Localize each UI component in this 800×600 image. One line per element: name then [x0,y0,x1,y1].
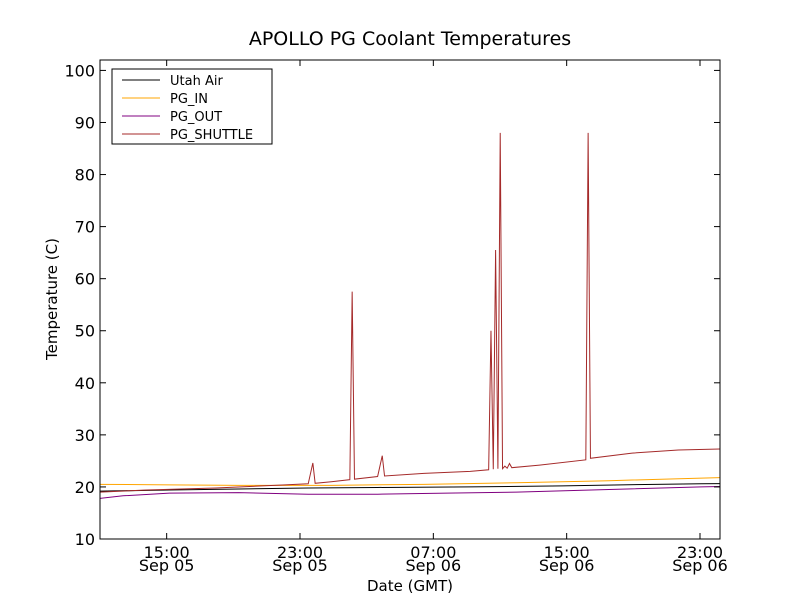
x-tick-time-label: 07:00 [410,543,456,562]
x-tick-date-label: Sep 05 [139,556,195,575]
legend-label: PG_SHUTTLE [170,128,253,143]
y-tick-label: 100 [64,61,95,80]
legend: Utah Air PG_IN PG_OUT PG_SHUTTLE [111,68,273,145]
legend-label: Utah Air [170,74,223,89]
x-tick-time-label: 23:00 [677,543,723,562]
y-tick-label: 40 [75,374,95,393]
y-tick-label: 10 [75,530,95,549]
y-tick-label: 60 [75,270,95,289]
chart-title: APOLLO PG Coolant Temperatures [249,28,571,50]
series-line-pg-in [100,477,720,486]
x-tick-date-label: Sep 06 [406,556,462,575]
series-layer [100,132,720,499]
x-tick-time-label: 15:00 [544,543,590,562]
y-axis: 10 20 30 40 50 60 70 80 90 100 [64,61,720,549]
series-line-utah-air [100,483,720,492]
legend-box [111,68,273,145]
y-tick-label: 20 [75,478,95,497]
x-tick-time-label: 15:00 [144,543,190,562]
x-tick-date-label: Sep 05 [272,556,328,575]
series-line-pg-shuttle [100,132,720,493]
x-tick-date-label: Sep 06 [539,556,595,575]
y-tick-label: 90 [75,113,95,132]
x-tick-date-label: Sep 06 [672,556,728,575]
y-tick-label: 70 [75,218,95,237]
y-tick-label: 30 [75,426,95,445]
y-tick-label: 50 [75,322,95,341]
legend-label: PG_OUT [170,110,222,125]
plot-frame [99,59,721,540]
x-tick-time-label: 23:00 [277,543,323,562]
y-tick-label: 80 [75,166,95,185]
x-axis-label: Date (GMT) [367,577,453,595]
series-line-pg-out [100,486,720,499]
y-axis-label: Temperature (C) [43,238,61,361]
legend-label: PG_IN [170,92,208,107]
